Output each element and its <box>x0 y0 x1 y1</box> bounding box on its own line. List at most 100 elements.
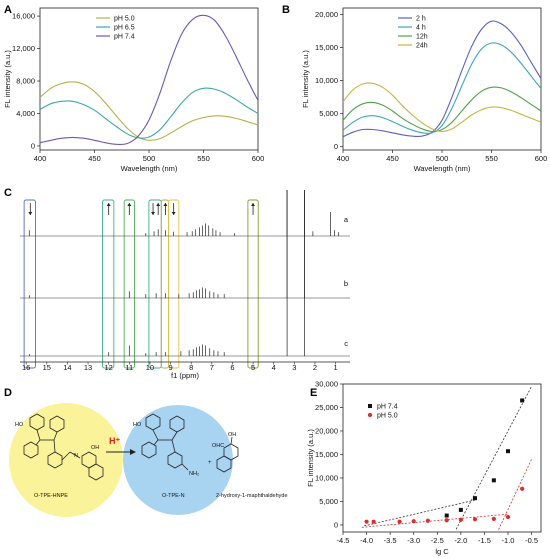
shift-arrow-head-5 <box>163 203 168 206</box>
chart-c-nmr-spectra: a b c 16 15 14 13 12 11 10 9 8 7 6 5 4 3 2 1 f1 (ppm) <box>20 190 350 380</box>
panel-label-c: C <box>4 187 12 199</box>
fit-line-3 <box>498 459 532 530</box>
data-point-1 <box>458 517 463 522</box>
reactant-structure <box>23 413 104 481</box>
y-tick-label-b: 0 <box>334 142 338 151</box>
y-tick-label-b: 15,000 <box>315 43 338 52</box>
y-tick-label-a: 0 <box>31 141 35 150</box>
x-tick-label-a: 450 <box>88 154 101 163</box>
highlight-box-4 <box>160 199 169 369</box>
chart-e-concentration: -4.5 -4.0 -3.5 -3.0 -2.5 -2.0 -1.5 -1.0 -0.5 0 5,0… <box>306 380 542 556</box>
x-axis-label-a: Wavelength (nm) <box>121 164 178 173</box>
data-point-1 <box>491 516 496 521</box>
highlight-box-5 <box>168 199 180 369</box>
highlight-box-6 <box>247 199 259 369</box>
aldehyde-ohc-label: OHC <box>212 443 224 449</box>
data-point-1 <box>397 519 402 524</box>
series-line-b-1 <box>342 42 542 135</box>
x-tick-label-c: 3 <box>292 363 296 372</box>
legend-marker-e-1 <box>367 412 373 418</box>
x-tick-label-c: 10 <box>146 363 154 372</box>
x-tick-label-a: 500 <box>143 154 156 163</box>
x-tick-label-e: -2.5 <box>431 536 444 545</box>
fit-line-2 <box>361 513 509 528</box>
chart-a-fluorescence-ph: 400 450 500 550 600 0 4,000 8,000 12,000 16,000 Wa… <box>3 7 264 173</box>
panel-label-a: A <box>4 4 12 16</box>
x-tick-label-e: -3.0 <box>407 536 420 545</box>
data-point-1 <box>505 514 511 520</box>
shift-arrow-head-4 <box>156 203 161 206</box>
y-tick-label-a: 12,000 <box>12 44 35 53</box>
chart-b-fluorescence-time: 400 450 500 550 600 0 5,000 10,000 15,000 20,000 W… <box>301 7 548 173</box>
product-nh2-label: NH₂ <box>189 471 199 477</box>
data-point-0 <box>458 507 463 512</box>
shift-arrow-head-1 <box>106 203 111 206</box>
y-tick-label-a: 16,000 <box>12 12 35 21</box>
data-point-1 <box>364 519 369 524</box>
x-tick-label-c: 9 <box>168 363 172 372</box>
shift-arrow-head-3 <box>151 212 156 215</box>
product-name: O-TPE-N <box>162 493 185 499</box>
reactant-ho-label: HO <box>15 422 24 428</box>
panel-label-b: B <box>282 4 290 16</box>
legend-label-e-1: pH 5.0 <box>377 413 398 420</box>
data-point-0 <box>473 496 477 501</box>
y-axis-label-b: FL intensity (a.u.) <box>301 50 310 108</box>
x-tick-label-e: -1.0 <box>502 536 515 545</box>
x-tick-label-c: 11 <box>125 363 133 372</box>
reaction-arrow-head <box>130 449 136 455</box>
legend-label-e-0: pH 7.4 <box>377 404 398 411</box>
series-line-b-2 <box>342 86 542 133</box>
data-point-1 <box>371 519 376 524</box>
legend-label-b-0: 2 h <box>416 16 426 23</box>
x-axis-label-c: f1 (ppm) <box>171 371 199 380</box>
data-point-0 <box>444 513 449 518</box>
highlight-box-3 <box>148 199 162 369</box>
x-tick-label-c: 5 <box>251 363 255 372</box>
x-tick-label-b: 500 <box>436 154 449 163</box>
x-tick-label-e: -4.0 <box>360 536 373 545</box>
panel-label-d: D <box>4 387 12 399</box>
plot-frame-a <box>39 7 259 151</box>
y-tick-label-a: 4,000 <box>16 109 35 118</box>
data-point-1 <box>425 518 430 523</box>
x-tick-label-c: 16 <box>22 363 30 372</box>
x-tick-label-e: -4.5 <box>337 536 350 545</box>
y-tick-label-e: 0 <box>334 520 338 529</box>
highlight-box-1 <box>102 199 115 369</box>
y-tick-label-b: 10,000 <box>315 76 338 85</box>
aldehyde-structure <box>216 436 239 473</box>
shift-arrow-head-0 <box>28 212 33 215</box>
y-tick-label-e: 10,000 <box>315 473 338 482</box>
data-point-1 <box>472 517 478 522</box>
x-tick-label-c: 2 <box>313 363 317 372</box>
x-tick-label-b: 600 <box>535 154 548 163</box>
x-tick-label-e: -1.5 <box>478 536 491 545</box>
shift-arrow-head-2 <box>127 203 132 206</box>
x-tick-label-c: 4 <box>272 363 276 372</box>
reactant-oh-label: OH <box>91 445 99 451</box>
x-tick-label-c: 14 <box>63 363 71 372</box>
series-line-a-2 <box>39 14 259 146</box>
x-tick-label-c: 8 <box>189 363 193 372</box>
x-tick-label-a: 400 <box>34 154 47 163</box>
y-axis-label-e: FL intensity (a.u.) <box>306 429 315 487</box>
data-point-0 <box>491 478 496 483</box>
legend-label-b-1: 4 h <box>416 25 426 32</box>
y-tick-label-e: 15,000 <box>315 450 338 459</box>
legend-label-a-1: pH 6.5 <box>114 25 135 32</box>
legend-label-b-2: 12h <box>416 34 428 41</box>
x-tick-label-b: 400 <box>337 154 350 163</box>
y-tick-label-b: 5,000 <box>319 109 338 118</box>
fit-line-0 <box>364 499 476 527</box>
highlight-box-0 <box>23 199 36 369</box>
plot-frame-b <box>342 7 542 151</box>
x-axis-label-e: lg C <box>435 547 449 556</box>
series-line-a-0 <box>39 81 259 141</box>
trace-label-c: c <box>344 339 348 348</box>
y-tick-label-e: 20,000 <box>315 426 338 435</box>
data-point-0 <box>506 449 510 454</box>
data-point-1 <box>411 519 416 524</box>
legend-label-a-2: pH 7.4 <box>114 34 135 41</box>
reactant-name: O-TPE-HNPE <box>34 493 68 499</box>
